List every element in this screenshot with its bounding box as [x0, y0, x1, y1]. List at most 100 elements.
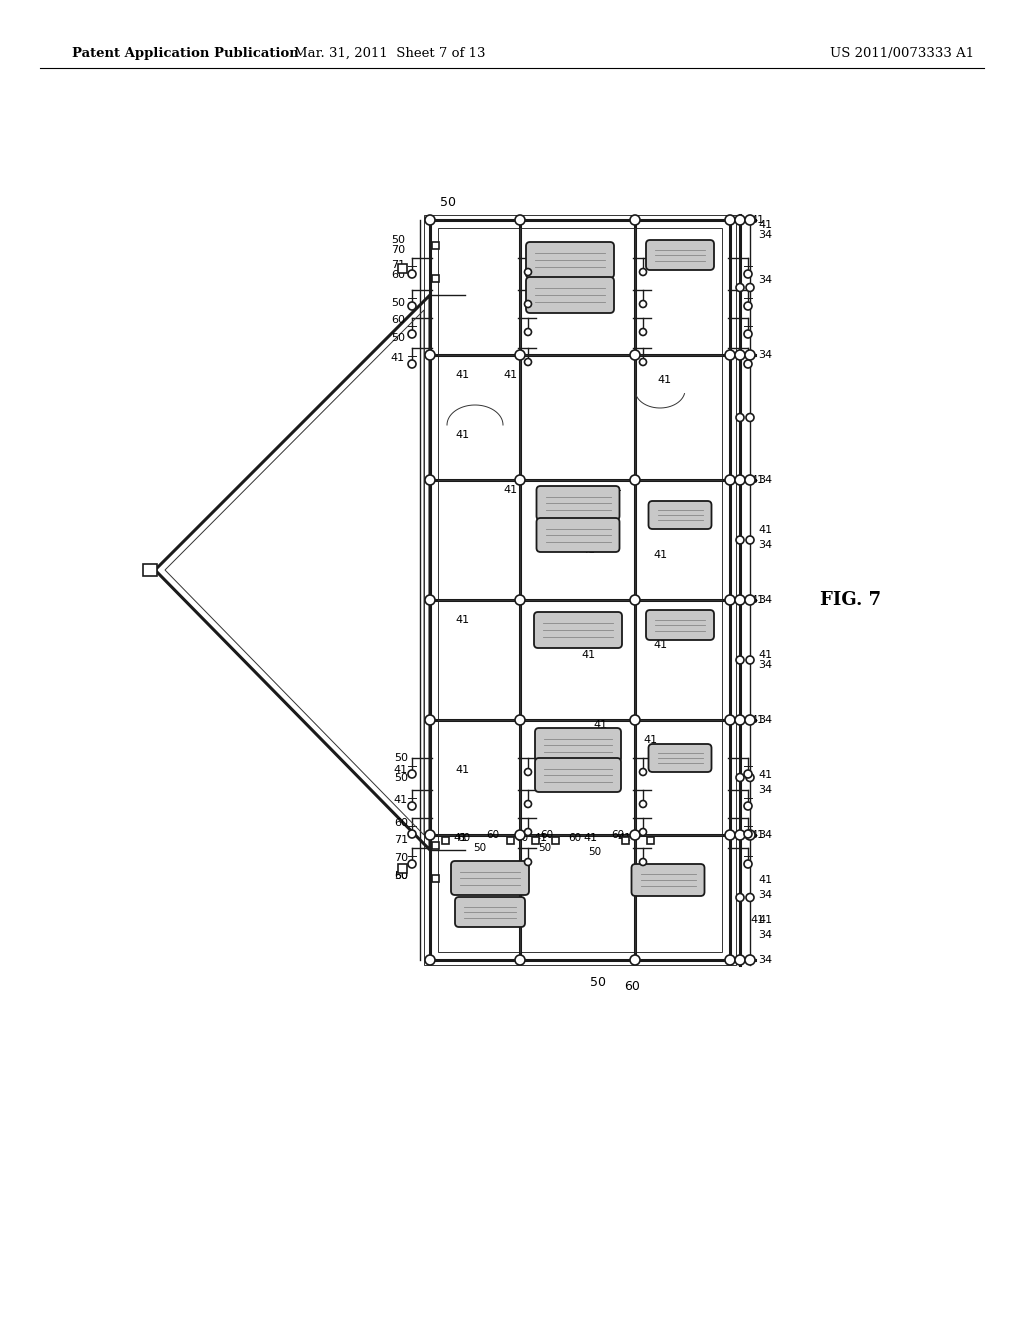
Circle shape: [744, 360, 752, 368]
Text: 41: 41: [455, 370, 469, 380]
Bar: [143, 564, 157, 576]
Circle shape: [735, 215, 745, 224]
Circle shape: [425, 215, 435, 224]
Text: 60: 60: [624, 981, 640, 994]
Circle shape: [746, 536, 754, 544]
Text: 34: 34: [758, 954, 772, 965]
Text: 41: 41: [581, 649, 595, 660]
Text: 60: 60: [611, 830, 625, 840]
Text: 41: 41: [455, 615, 469, 624]
Circle shape: [736, 894, 744, 902]
Text: 50: 50: [394, 752, 408, 763]
Circle shape: [630, 715, 640, 725]
Circle shape: [744, 861, 752, 869]
Circle shape: [735, 475, 745, 484]
Text: 41: 41: [643, 735, 657, 744]
Circle shape: [744, 330, 752, 338]
Bar: [430, 220, 730, 960]
FancyBboxPatch shape: [526, 242, 614, 279]
Text: 50: 50: [589, 847, 601, 857]
Text: 41: 41: [503, 484, 517, 495]
Text: 50: 50: [394, 871, 408, 880]
Text: 50: 50: [391, 235, 406, 246]
Text: 41: 41: [758, 770, 772, 780]
Text: 50: 50: [391, 333, 406, 343]
Circle shape: [640, 858, 646, 866]
Text: 70: 70: [391, 246, 406, 255]
Text: 41: 41: [391, 352, 406, 363]
Text: 41: 41: [750, 915, 764, 925]
Text: 34: 34: [758, 595, 772, 605]
Circle shape: [515, 830, 525, 840]
Text: 71: 71: [394, 836, 408, 845]
Text: 41: 41: [758, 649, 772, 660]
Circle shape: [630, 475, 640, 484]
Text: 60: 60: [394, 818, 408, 828]
Text: 41: 41: [658, 375, 672, 385]
Circle shape: [746, 284, 754, 292]
Text: 71: 71: [391, 260, 406, 271]
Circle shape: [515, 475, 525, 484]
Text: 34: 34: [758, 475, 772, 484]
Circle shape: [735, 595, 745, 605]
Circle shape: [425, 954, 435, 965]
Circle shape: [524, 301, 531, 308]
Bar: [397, 863, 407, 873]
Bar: [552, 837, 558, 843]
Circle shape: [408, 302, 416, 310]
Circle shape: [745, 350, 755, 360]
Text: 41: 41: [581, 545, 595, 554]
Circle shape: [725, 715, 735, 725]
Text: 34: 34: [758, 350, 772, 360]
Circle shape: [408, 330, 416, 338]
Circle shape: [736, 536, 744, 544]
Circle shape: [745, 595, 755, 605]
Circle shape: [515, 715, 525, 725]
Text: Mar. 31, 2011  Sheet 7 of 13: Mar. 31, 2011 Sheet 7 of 13: [294, 46, 485, 59]
Circle shape: [524, 329, 531, 335]
Circle shape: [745, 830, 755, 840]
Circle shape: [745, 954, 755, 965]
Text: 41: 41: [758, 525, 772, 535]
Bar: [397, 264, 407, 272]
Text: Patent Application Publication: Patent Application Publication: [72, 46, 299, 59]
Circle shape: [630, 215, 640, 224]
Circle shape: [735, 954, 745, 965]
FancyBboxPatch shape: [535, 729, 621, 762]
Text: US 2011/0073333 A1: US 2011/0073333 A1: [830, 46, 974, 59]
Text: 41: 41: [503, 370, 517, 380]
Text: 50: 50: [473, 843, 486, 853]
Text: 41: 41: [750, 715, 764, 725]
Bar: [622, 837, 629, 843]
Circle shape: [744, 302, 752, 310]
Circle shape: [735, 350, 745, 360]
Circle shape: [408, 271, 416, 279]
Circle shape: [425, 475, 435, 484]
Text: 50: 50: [590, 975, 606, 989]
Circle shape: [725, 954, 735, 965]
Circle shape: [725, 215, 735, 224]
Bar: [531, 837, 539, 843]
Text: 34: 34: [758, 540, 772, 550]
Circle shape: [640, 301, 646, 308]
Text: 50: 50: [440, 197, 456, 210]
Text: 34: 34: [758, 785, 772, 795]
Circle shape: [630, 830, 640, 840]
Circle shape: [640, 268, 646, 276]
Circle shape: [515, 595, 525, 605]
Circle shape: [744, 271, 752, 279]
Text: 60: 60: [486, 830, 500, 840]
Circle shape: [425, 595, 435, 605]
Circle shape: [425, 715, 435, 725]
Circle shape: [744, 770, 752, 777]
Circle shape: [640, 329, 646, 335]
Text: 34: 34: [758, 275, 772, 285]
Circle shape: [736, 774, 744, 781]
Bar: [431, 874, 438, 882]
Circle shape: [640, 800, 646, 808]
Circle shape: [725, 595, 735, 605]
FancyBboxPatch shape: [526, 277, 614, 313]
Circle shape: [524, 829, 531, 836]
Circle shape: [736, 413, 744, 421]
Circle shape: [736, 284, 744, 292]
